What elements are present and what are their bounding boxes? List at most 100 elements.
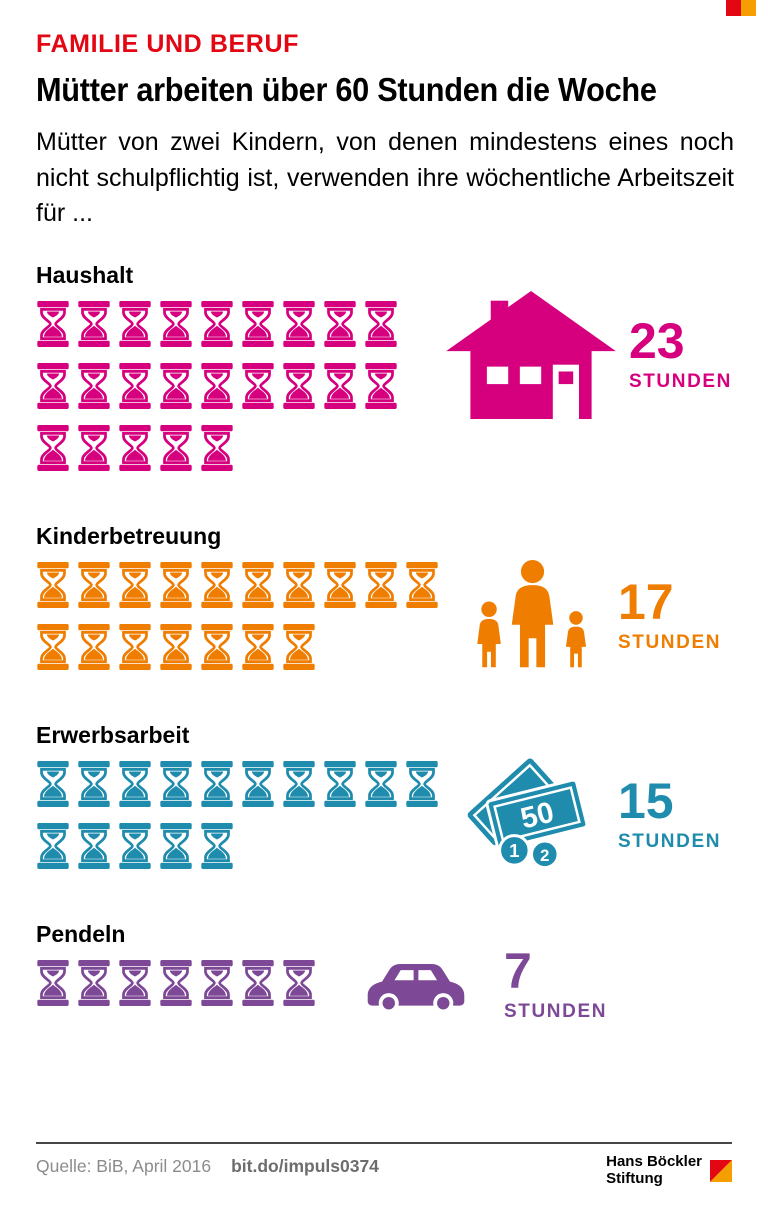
hourglass-icon	[241, 363, 275, 409]
hourglass-icon	[282, 960, 316, 1006]
money-icon: 50 1 2	[448, 758, 618, 869]
hourglass-icon	[36, 823, 70, 869]
section-label: Kinderbetreuung	[36, 522, 222, 549]
coin-2-label: 2	[540, 846, 549, 865]
brand-corner-mark	[726, 0, 756, 16]
source-link: bit.do/impuls0374	[231, 1156, 379, 1177]
hourglass-icon	[77, 960, 111, 1006]
hourglass-icon	[364, 761, 398, 807]
hourglass-icon	[159, 624, 193, 670]
hourglass-icon	[118, 363, 152, 409]
hourglass-icon	[77, 425, 111, 471]
hourglass-icon	[405, 761, 439, 807]
section-label: Erwerbsarbeit	[36, 721, 190, 748]
hourglass-icon	[118, 425, 152, 471]
hours-number: 17	[618, 574, 674, 630]
logo-text: Hans Böckler Stiftung	[606, 1154, 702, 1188]
hourglass-icon	[364, 301, 398, 347]
hours-unit: STUNDEN	[628, 371, 732, 392]
hourglass-icon	[323, 301, 357, 347]
hourglass-icon	[36, 301, 70, 347]
source-text: Quelle: BiB, April 2016	[36, 1156, 212, 1177]
hourglass-icon	[118, 562, 152, 608]
family-icon	[448, 559, 618, 670]
hourglass-icon	[77, 761, 111, 807]
hourglass-icon	[323, 363, 357, 409]
hourglass-icon	[241, 761, 275, 807]
hourglass-icon	[200, 301, 234, 347]
hourglass-icon	[200, 425, 234, 471]
hourglass-icon	[282, 562, 316, 608]
hourglass-icon	[241, 960, 275, 1006]
corner-red-stripe	[726, 0, 741, 16]
hourglass-icon	[200, 624, 234, 670]
hourglass-icon	[241, 624, 275, 670]
page-title: Mütter arbeiten über 60 Stunden die Woch…	[36, 71, 657, 108]
hourglass-grid	[36, 761, 448, 869]
section-haushalt: Haushalt 23 STUNDEN	[36, 262, 732, 471]
hourglass-icon	[118, 761, 152, 807]
hourglass-icon	[282, 761, 316, 807]
banknote-label: 50	[517, 795, 557, 835]
hourglass-icon	[36, 363, 70, 409]
footer: Quelle: BiB, April 2016 bit.do/impuls037…	[36, 1142, 732, 1188]
hourglass-grid	[36, 301, 434, 471]
hourglass-grid	[36, 562, 448, 670]
hourglass-icon	[282, 624, 316, 670]
hours-unit: STUNDEN	[618, 632, 722, 653]
section-kinderbetreuung: Kinderbetreuung 17 STUNDEN	[36, 523, 732, 670]
house-icon	[434, 290, 629, 419]
hourglass-icon	[36, 425, 70, 471]
hours-unit: STUNDEN	[618, 831, 722, 852]
section-erwerbsarbeit: Erwerbsarbeit 50 1 2	[36, 722, 732, 869]
hourglass-icon	[77, 301, 111, 347]
hourglass-grid	[36, 960, 316, 1006]
hourglass-icon	[159, 425, 193, 471]
hourglass-icon	[159, 823, 193, 869]
hours-number: 7	[504, 943, 532, 999]
hourglass-icon	[200, 363, 234, 409]
hourglass-icon	[241, 301, 275, 347]
hourglass-icon	[118, 960, 152, 1006]
hourglass-icon	[77, 823, 111, 869]
hourglass-icon	[159, 363, 193, 409]
hours-value-pendeln: 7 STUNDEN	[504, 946, 607, 1022]
hourglass-icon	[323, 761, 357, 807]
logo-line-2: Stiftung	[606, 1170, 663, 1188]
hourglass-icon	[364, 562, 398, 608]
intro-text: Mütter von zwei Kindern, von denen minde…	[36, 128, 734, 227]
section-pendeln: Pendeln 7 STUNDEN	[36, 920, 732, 1022]
hourglass-icon	[405, 562, 439, 608]
section-label: Pendeln	[36, 920, 126, 947]
hans-boeckler-stiftung-logo: Hans Böckler Stiftung	[606, 1154, 732, 1188]
hourglass-icon	[241, 562, 275, 608]
hourglass-icon	[159, 301, 193, 347]
hours-unit: STUNDEN	[504, 1001, 608, 1022]
hourglass-icon	[364, 363, 398, 409]
hourglass-icon	[118, 624, 152, 670]
hourglass-icon	[200, 823, 234, 869]
hourglass-icon	[77, 624, 111, 670]
hours-value-haushalt: 23 STUNDEN	[629, 301, 732, 409]
car-icon	[360, 960, 472, 1013]
hourglass-icon	[36, 761, 70, 807]
coin-1-label: 1	[509, 840, 519, 861]
hourglass-icon	[77, 363, 111, 409]
kicker: FAMILIE UND BERUF	[36, 30, 299, 58]
hourglass-icon	[36, 624, 70, 670]
hourglass-icon	[36, 562, 70, 608]
hourglass-icon	[159, 761, 193, 807]
hourglass-icon	[200, 960, 234, 1006]
corner-orange-stripe	[741, 0, 756, 16]
logo-line-1: Hans Böckler	[606, 1153, 702, 1171]
hours-number: 15	[618, 773, 674, 829]
hourglass-icon	[159, 562, 193, 608]
hourglass-icon	[323, 562, 357, 608]
hourglass-icon	[118, 301, 152, 347]
hourglass-icon	[200, 761, 234, 807]
hourglass-icon	[36, 960, 70, 1006]
hours-value-erwerbsarbeit: 15 STUNDEN	[618, 761, 721, 869]
hourglass-icon	[159, 960, 193, 1006]
hourglass-icon	[282, 301, 316, 347]
